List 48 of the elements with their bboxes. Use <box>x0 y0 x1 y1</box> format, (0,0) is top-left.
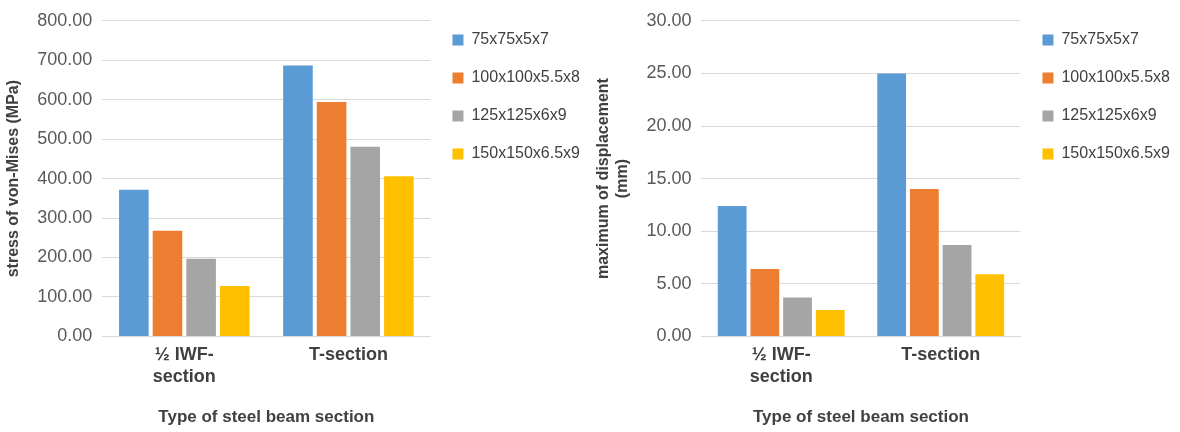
y-tick-label: 0.00 <box>57 325 93 346</box>
y-tick-label: 800.00 <box>37 9 93 30</box>
y-tick-label: 10.00 <box>646 220 692 241</box>
y-tick-label: 15.00 <box>646 167 692 188</box>
y-tick-label: 300.00 <box>37 207 93 228</box>
y-tick-label: 400.00 <box>37 167 93 188</box>
y-tick-label: 500.00 <box>37 128 93 149</box>
bar <box>219 285 250 336</box>
bar <box>750 269 780 336</box>
legend-label: 100x100x5.5x8 <box>471 68 581 86</box>
bar <box>942 244 972 336</box>
legend-label: 75x75x5x7 <box>1061 30 1139 48</box>
y-tick-label: 600.00 <box>37 88 93 109</box>
y-tick-label: 5.00 <box>656 272 692 293</box>
x-tick-label: T-section <box>901 344 981 365</box>
bar <box>316 102 347 336</box>
y-tick-label: 25.00 <box>646 62 692 83</box>
bar <box>350 146 381 336</box>
bar <box>877 73 907 336</box>
bar <box>783 297 812 336</box>
legend-label: 150x150x6.5x9 <box>471 144 581 162</box>
bar <box>119 189 149 336</box>
y-tick-label: 200.00 <box>37 246 93 267</box>
legend-label: 100x100x5.5x8 <box>1061 68 1171 86</box>
legend-label: 125x125x6x9 <box>471 106 567 124</box>
x-axis-title: Type of steel beam section <box>158 407 375 427</box>
x-axis-title: Type of steel beam section <box>752 407 969 427</box>
legend-label: 150x150x6.5x9 <box>1061 144 1171 162</box>
bar <box>283 65 313 336</box>
legend-label: 75x75x5x7 <box>471 30 549 48</box>
y-axis-title: maximum of displacement (mm) <box>594 77 631 280</box>
y-axis-title: stress of von-Mises (MPa) <box>4 79 22 278</box>
x-tick-label: ½ IWF-section <box>152 344 216 386</box>
bar <box>909 189 939 336</box>
x-tick-label: T-section <box>308 344 388 365</box>
bar <box>152 230 183 336</box>
legend-label: 125x125x6x9 <box>1061 106 1157 124</box>
y-tick-label: 20.00 <box>646 114 692 135</box>
bar <box>186 258 216 336</box>
x-tick-label: ½ IWF-section <box>749 344 813 386</box>
bar <box>975 274 1005 336</box>
y-tick-label: 0.00 <box>656 325 692 346</box>
bar <box>815 310 845 336</box>
bar <box>384 176 414 336</box>
y-tick-label: 700.00 <box>37 49 93 70</box>
y-tick-label: 30.00 <box>646 9 692 30</box>
bar <box>717 205 747 336</box>
y-tick-label: 100.00 <box>37 285 93 306</box>
